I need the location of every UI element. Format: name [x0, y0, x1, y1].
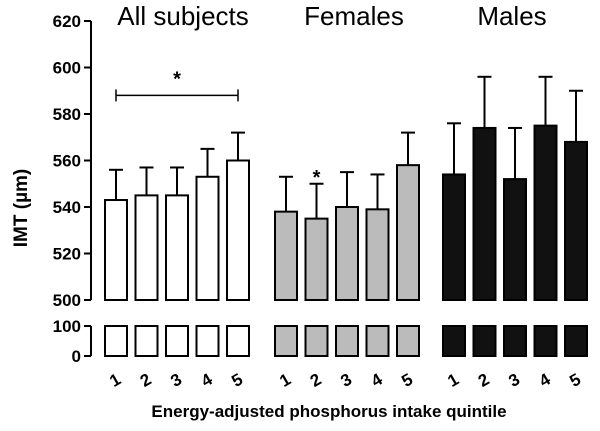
bar-upper [335, 206, 359, 301]
y-tick-label: 600 [53, 59, 81, 78]
bar-lower [396, 325, 420, 357]
x-tick-label: 2 [137, 370, 155, 391]
x-tick-label: 2 [307, 370, 325, 391]
y-tick-label: 100 [53, 317, 81, 336]
bar-lower [104, 325, 128, 357]
y-axis: 500 520 540 560 580 600 620 0 100 [53, 12, 92, 366]
bar-upper [274, 210, 298, 301]
y-tick-label: 540 [53, 198, 81, 217]
bar-upper [104, 199, 128, 301]
bar-lower [226, 325, 250, 357]
y-tick-label: 620 [53, 12, 81, 31]
bar-upper [472, 126, 497, 301]
x-tick-label: 1 [106, 370, 124, 391]
x-tick-label: 5 [228, 370, 246, 391]
y-tick-label: 520 [53, 245, 81, 264]
bar-upper [503, 178, 527, 302]
group-title: Females [304, 1, 404, 31]
x-axis-title: Energy-adjusted phosphorus intake quinti… [151, 402, 506, 421]
x-tick-label: 4 [198, 369, 216, 390]
significance-star: * [313, 167, 321, 189]
significance-star: * [173, 68, 181, 90]
x-tick-label: 4 [368, 369, 386, 390]
x-tick-label: 2 [475, 370, 493, 391]
x-tick-label: 3 [167, 370, 185, 391]
x-tick-label: 5 [398, 370, 416, 391]
x-tick-label: 4 [536, 369, 554, 390]
bar-lower [472, 325, 497, 357]
x-tick-label: 5 [566, 370, 584, 391]
x-tick-label: 1 [444, 370, 462, 391]
bar-lower [134, 325, 159, 357]
annotations-layer: ** [115, 68, 321, 189]
bar-lower [195, 325, 220, 357]
y-tick-label: 580 [53, 105, 81, 124]
bar-upper [226, 159, 250, 301]
bar-upper [442, 173, 466, 301]
bar-upper [365, 208, 390, 301]
bar-lower [335, 325, 359, 357]
bar-lower [564, 325, 588, 357]
x-tick-label: 1 [276, 370, 294, 391]
bar-upper [165, 194, 189, 301]
x-tick-label: 3 [337, 370, 355, 391]
bar-upper [195, 175, 220, 301]
bar-upper [304, 217, 329, 301]
x-tick-label: 3 [505, 370, 523, 391]
bar-upper [533, 124, 558, 301]
y-tick-label: 560 [53, 152, 81, 171]
bar-lower [165, 325, 189, 357]
bar-lower [503, 325, 527, 357]
bar-lower [533, 325, 558, 357]
y-tick-label: 0 [72, 347, 81, 366]
bar-lower [365, 325, 390, 357]
group-title: Males [477, 1, 546, 31]
bar-lower [442, 325, 466, 357]
bar-upper [564, 140, 588, 301]
bar-upper [134, 194, 159, 301]
bar-lower [274, 325, 298, 357]
y-axis-title: IMT (µm) [11, 169, 32, 248]
group-title: All subjects [117, 1, 249, 31]
y-tick-label: 500 [53, 291, 81, 310]
bar-lower [304, 325, 329, 357]
bar-upper [396, 164, 420, 301]
